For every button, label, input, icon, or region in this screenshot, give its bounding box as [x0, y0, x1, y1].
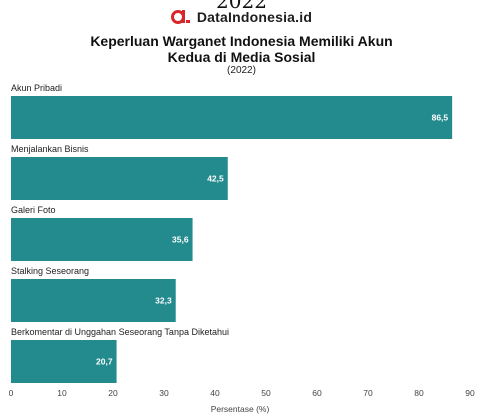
bar	[11, 279, 176, 322]
brand-header: DataIndonesia.id	[0, 9, 483, 25]
bar	[11, 340, 117, 383]
x-tick-label: 20	[108, 388, 118, 398]
x-tick-label: 70	[363, 388, 373, 398]
dataindonesia-logo-icon	[170, 10, 190, 24]
bar	[11, 218, 193, 261]
x-tick-label: 90	[465, 388, 475, 398]
chart-title: Keperluan Warganet Indonesia Memiliki Ak…	[90, 33, 393, 65]
category-label: Stalking Seseorang	[11, 266, 89, 276]
value-label: 32,3	[155, 296, 172, 306]
brand-name: DataIndonesia.id	[196, 9, 313, 25]
bar	[11, 157, 228, 200]
value-label: 42,5	[207, 174, 224, 184]
value-label: 86,5	[432, 113, 449, 123]
x-tick-label: 30	[159, 388, 169, 398]
x-tick-label: 10	[57, 388, 67, 398]
x-tick-label: 50	[261, 388, 271, 398]
x-tick-label: 60	[312, 388, 322, 398]
year-caption: 2022	[216, 0, 267, 13]
chart-subtitle: (2022)	[227, 65, 256, 76]
value-label: 20,7	[96, 357, 113, 367]
category-label: Menjalankan Bisnis	[11, 144, 89, 154]
x-tick-label: 40	[210, 388, 220, 398]
bar	[11, 96, 453, 139]
x-axis-title: Persentase (%)	[211, 404, 270, 414]
category-label: Galeri Foto	[11, 205, 56, 215]
category-label: Berkomentar di Unggahan Seseorang Tanpa …	[11, 327, 229, 337]
x-tick-label: 80	[414, 388, 424, 398]
value-label: 35,6	[172, 235, 189, 245]
x-tick-label: 0	[9, 388, 14, 398]
category-label: Akun Pribadi	[11, 83, 62, 93]
